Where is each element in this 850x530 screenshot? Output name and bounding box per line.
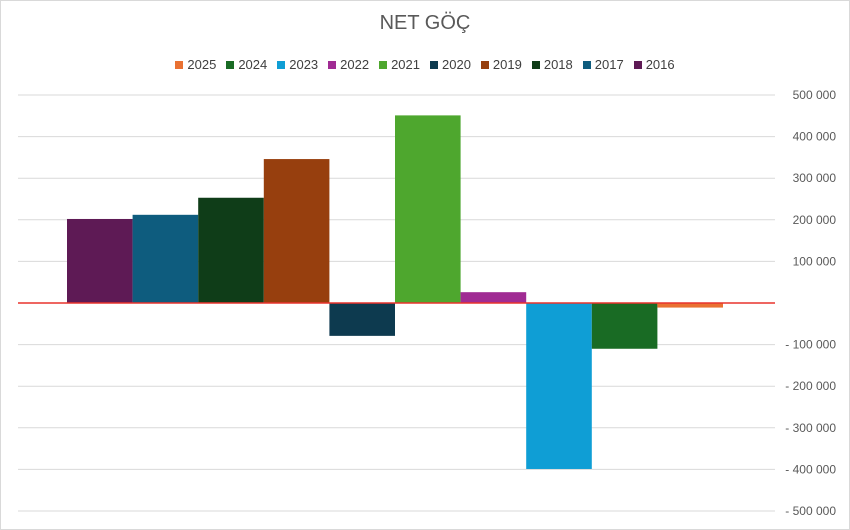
y-tick-label: 300 000 <box>793 171 837 185</box>
legend-item-2022: 2022 <box>328 57 369 72</box>
legend-swatch <box>379 60 388 69</box>
bar-2021 <box>395 115 461 303</box>
legend-swatch <box>531 60 540 69</box>
y-tick-label: 500 000 <box>793 88 837 102</box>
y-tick-label: 200 000 <box>793 213 837 227</box>
legend-item-2024: 2024 <box>226 57 267 72</box>
bar-2022 <box>460 292 527 303</box>
legend-item-2023: 2023 <box>277 57 318 72</box>
legend-item-2025: 2025 <box>175 57 216 72</box>
bar-2023 <box>526 303 592 469</box>
legend-swatch <box>633 60 642 69</box>
bar-2016 <box>67 218 133 303</box>
bar-2025 <box>657 303 723 308</box>
legend-item-2018: 2018 <box>531 57 573 72</box>
y-tick-label: 100 000 <box>793 254 837 268</box>
bar-2019 <box>263 159 330 303</box>
legend-item-2020: 2020 <box>430 57 471 72</box>
y-tick-label: - 300 000 <box>785 421 836 435</box>
y-axis-ticks: 500 000 400 000 300 000 200 000 100 000 - 100… <box>785 88 836 518</box>
legend-label: 2025 <box>187 57 217 72</box>
y-tick-label: - 100 000 <box>785 338 836 352</box>
legend-label: 2018 <box>543 57 573 72</box>
bar-2020 <box>329 303 395 336</box>
legend-swatch <box>430 60 438 69</box>
y-tick-label: 400 000 <box>793 130 837 144</box>
legend-item-2019: 2019 <box>480 57 522 72</box>
y-tick-label: - 200 000 <box>785 379 836 393</box>
y-tick-label: - 500 000 <box>785 504 836 518</box>
legend-label: 2023 <box>289 57 319 72</box>
legend-label: 2022 <box>340 57 370 72</box>
legend-swatch <box>277 60 286 69</box>
legend-label: 2020 <box>442 57 471 72</box>
bar-2017 <box>132 214 199 303</box>
y-tick-label: - 400 000 <box>785 462 836 476</box>
legend: 2025 2024 2023 2022 2021 2020 2019 2018 2017 2016 <box>0 57 850 72</box>
legend-label: 2016 <box>645 57 675 72</box>
legend-swatch <box>480 60 489 69</box>
legend-item-2017: 2017 <box>582 57 624 72</box>
legend-label: 2024 <box>238 57 268 72</box>
legend-swatch <box>328 60 337 69</box>
chart-title: NET GÖÇ <box>379 12 471 34</box>
legend-swatch <box>582 60 591 69</box>
legend-swatch <box>175 60 184 69</box>
bars <box>67 115 723 469</box>
legend-label: 2017 <box>594 57 624 72</box>
legend-item-2021: 2021 <box>379 57 420 72</box>
bar-2018 <box>198 197 264 303</box>
legend-label: 2021 <box>391 57 420 72</box>
legend-swatch <box>226 60 235 69</box>
bar-2024 <box>591 303 658 349</box>
legend-item-2016: 2016 <box>633 57 675 72</box>
legend-label: 2019 <box>492 57 522 72</box>
